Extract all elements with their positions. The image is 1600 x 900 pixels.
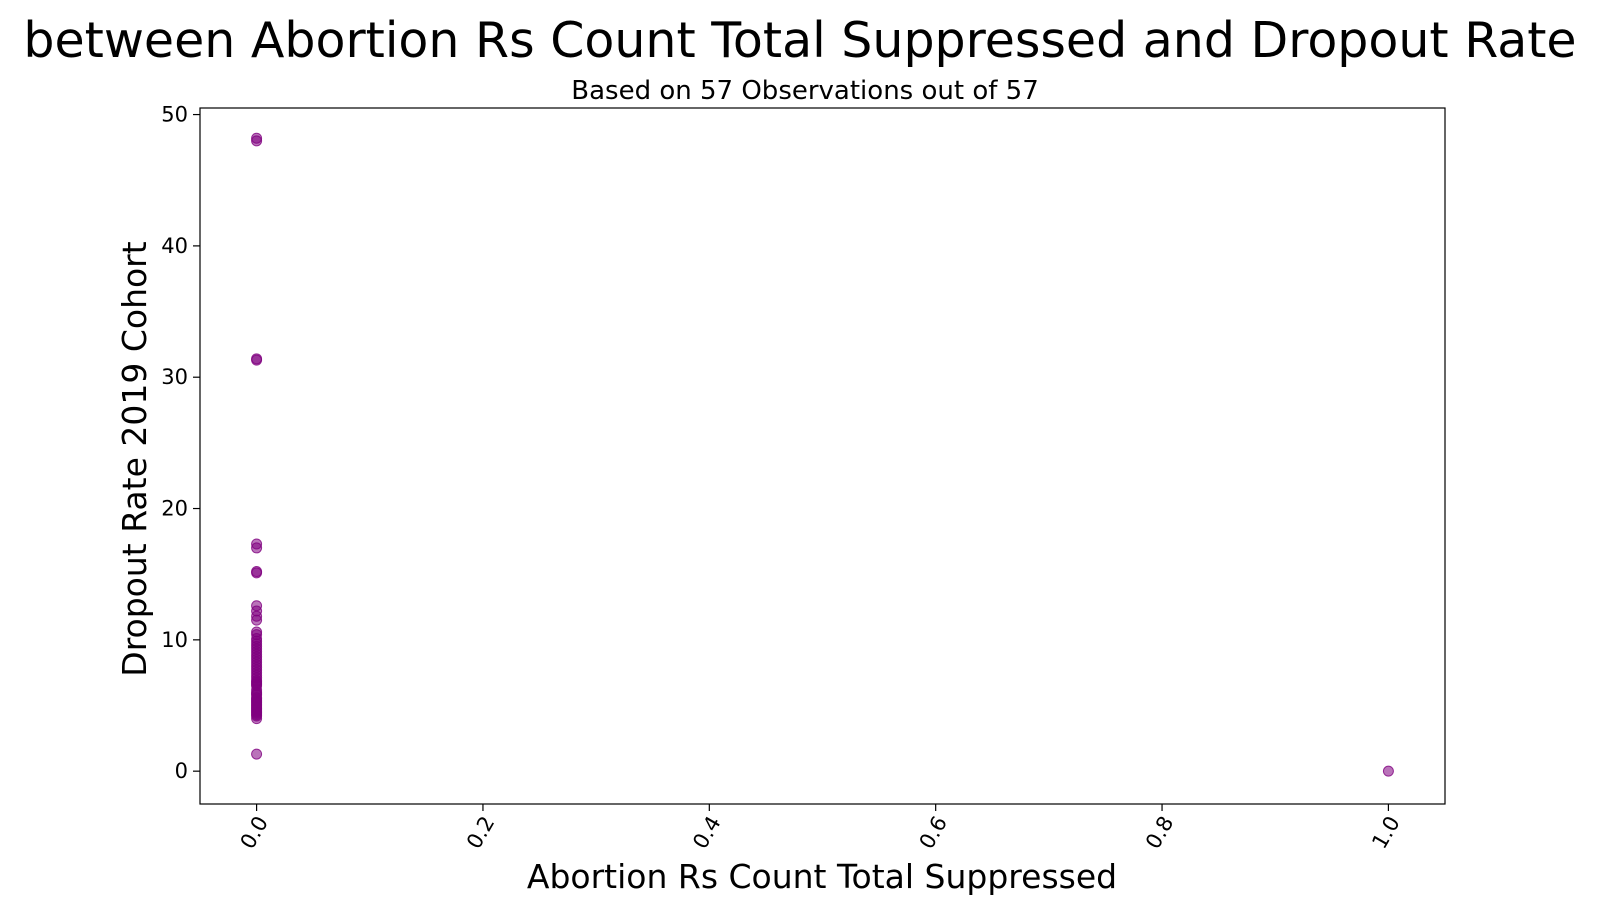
data-points <box>251 132 1394 777</box>
y-tick-label: 0 <box>175 759 188 783</box>
x-tick-label: 0.6 <box>915 812 952 853</box>
data-point <box>251 542 263 554</box>
x-tick-label: 0.4 <box>688 812 725 853</box>
x-tick-label: 0.8 <box>1141 812 1178 853</box>
data-point <box>251 135 263 147</box>
y-axis-ticks: 0 10 20 30 40 50 <box>161 103 200 783</box>
y-tick-label: 20 <box>161 497 188 521</box>
x-tick-label: 1.0 <box>1367 812 1404 853</box>
data-point <box>251 713 263 725</box>
y-tick-label: 40 <box>161 234 188 258</box>
data-point <box>251 748 263 760</box>
chart-subtitle: Based on 57 Observations out of 57 <box>571 76 1038 106</box>
data-point <box>251 567 263 579</box>
data-point <box>251 614 263 626</box>
x-axis-label: Abortion Rs Count Total Suppressed <box>527 857 1117 896</box>
chart-title: between Abortion Rs Count Total Suppress… <box>23 12 1576 69</box>
y-tick-label: 50 <box>161 103 188 127</box>
x-axis-ticks: 0.0 0.2 0.4 0.6 0.8 1.0 <box>235 804 1405 853</box>
y-axis-label: Dropout Rate 2019 Cohort <box>115 241 154 676</box>
y-tick-label: 10 <box>161 628 188 652</box>
x-tick-label: 0.2 <box>462 812 499 853</box>
y-tick-label: 30 <box>161 365 188 389</box>
plot-area-frame <box>199 107 1446 805</box>
x-tick-label: 0.0 <box>235 812 272 853</box>
data-point <box>1382 765 1394 777</box>
data-point <box>251 354 263 366</box>
